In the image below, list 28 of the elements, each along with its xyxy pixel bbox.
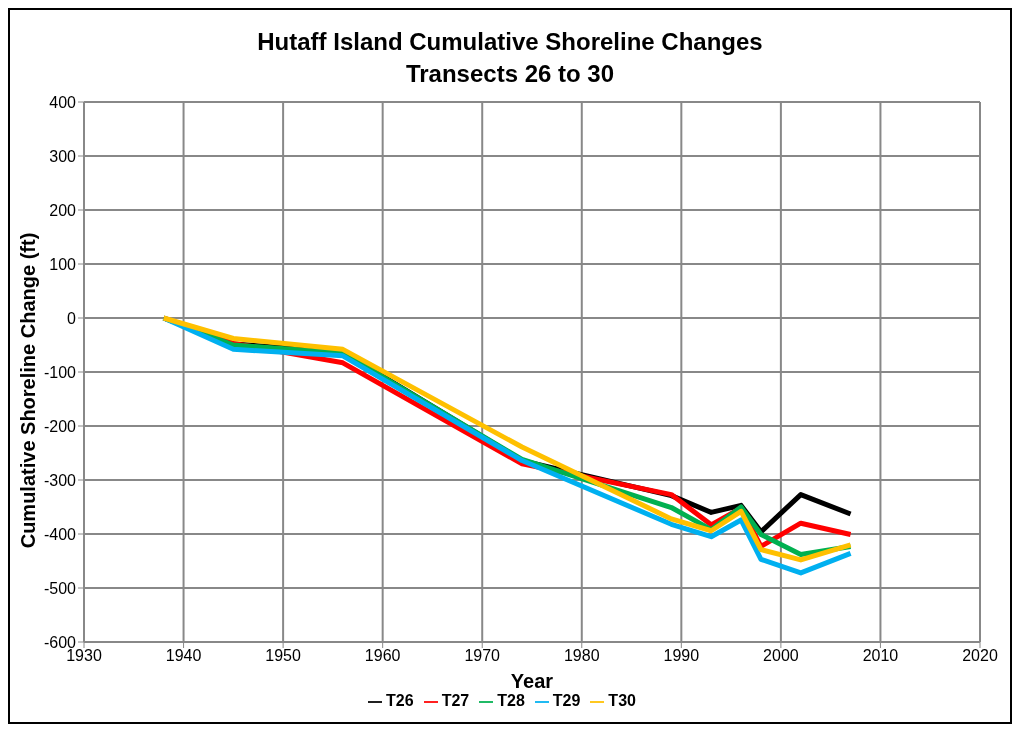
y-tick-label: 100 (49, 255, 77, 273)
x-tick-label: 1990 (663, 647, 700, 665)
y-tick-label: 200 (49, 201, 77, 219)
x-axis-title: Year (510, 670, 554, 692)
y-tick-label: -300 (43, 471, 77, 489)
legend-label: T26 (386, 692, 414, 709)
x-tick-label: 1980 (563, 647, 600, 665)
legend-label: T28 (497, 692, 525, 709)
y-axis-title: Cumulative Shoreline Change (ft) (17, 232, 41, 548)
y-tick-label: -200 (43, 417, 77, 435)
x-tick-label: 1950 (265, 647, 302, 665)
y-tick-label: 0 (67, 309, 77, 327)
y-tick-label: -400 (43, 525, 77, 543)
y-tick-label: -100 (43, 363, 77, 381)
chart-title: Hutaff Island Cumulative Shoreline Changes Transects 26 to 30 (256, 27, 764, 89)
y-tick-label: 400 (49, 93, 77, 111)
x-tick-label: 2000 (763, 647, 799, 665)
x-tick-label: 1940 (165, 647, 202, 665)
legend-label: T30 (608, 692, 636, 709)
legend-label: T29 (552, 692, 581, 709)
y-tick-label: -500 (43, 579, 77, 597)
x-tick-label: 1960 (364, 647, 401, 665)
x-tick-label: 1930 (66, 647, 102, 665)
x-tick-label: 2020 (962, 647, 998, 665)
legend-label: T27 (441, 692, 470, 709)
x-tick-label: 2010 (862, 647, 899, 665)
x-tick-label: 1970 (464, 647, 501, 665)
y-tick-label: 300 (49, 147, 77, 165)
